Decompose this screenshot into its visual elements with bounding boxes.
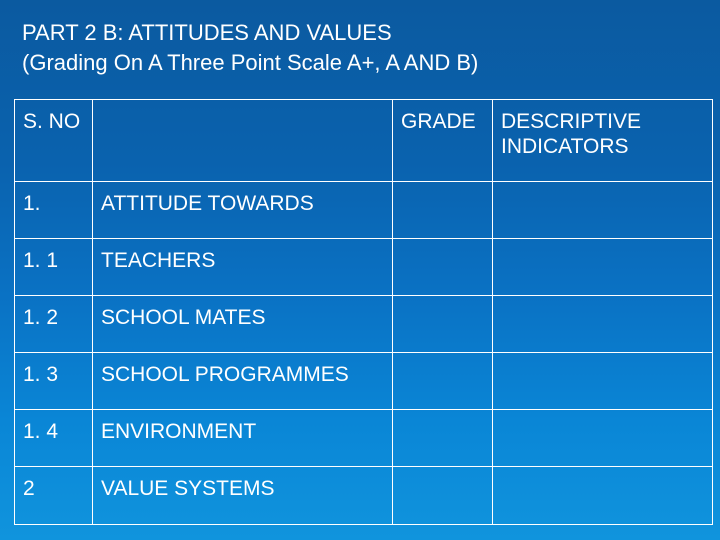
table-row: 1. 1 TEACHERS [15, 238, 713, 295]
cell-sno: 1. 1 [15, 238, 93, 295]
col-header-grade: GRADE [393, 100, 493, 181]
cell-desc [493, 238, 713, 295]
cell-sno: 1. 4 [15, 410, 93, 467]
cell-desc [493, 467, 713, 524]
cell-item: ENVIRONMENT [93, 410, 393, 467]
table-header-row: S. NO GRADE DESCRIPTIVE INDICATORS [15, 100, 713, 181]
cell-desc [493, 295, 713, 352]
cell-desc [493, 181, 713, 238]
cell-item: SCHOOL MATES [93, 295, 393, 352]
table-row: 2 VALUE SYSTEMS [15, 467, 713, 524]
cell-grade [393, 353, 493, 410]
cell-grade [393, 181, 493, 238]
col-header-item [93, 100, 393, 181]
cell-grade [393, 295, 493, 352]
cell-grade [393, 467, 493, 524]
heading-line-1: PART 2 B: ATTITUDES AND VALUES [22, 18, 706, 48]
cell-sno: 1. 2 [15, 295, 93, 352]
cell-item: SCHOOL PROGRAMMES [93, 353, 393, 410]
table-row: 1. 4 ENVIRONMENT [15, 410, 713, 467]
table-row: 1. 2 SCHOOL MATES [15, 295, 713, 352]
grading-table: S. NO GRADE DESCRIPTIVE INDICATORS 1. AT… [14, 99, 713, 524]
heading-line-2: (Grading On A Three Point Scale A+, A AN… [22, 48, 706, 78]
cell-desc [493, 353, 713, 410]
cell-sno: 2 [15, 467, 93, 524]
table-row: 1. ATTITUDE TOWARDS [15, 181, 713, 238]
col-header-desc: DESCRIPTIVE INDICATORS [493, 100, 713, 181]
cell-sno: 1. [15, 181, 93, 238]
cell-desc [493, 410, 713, 467]
cell-grade [393, 238, 493, 295]
col-header-sno: S. NO [15, 100, 93, 181]
cell-grade [393, 410, 493, 467]
cell-sno: 1. 3 [15, 353, 93, 410]
cell-item: TEACHERS [93, 238, 393, 295]
table-row: 1. 3 SCHOOL PROGRAMMES [15, 353, 713, 410]
cell-item: VALUE SYSTEMS [93, 467, 393, 524]
slide: PART 2 B: ATTITUDES AND VALUES (Grading … [0, 0, 720, 540]
slide-heading: PART 2 B: ATTITUDES AND VALUES (Grading … [22, 18, 706, 77]
cell-item: ATTITUDE TOWARDS [93, 181, 393, 238]
